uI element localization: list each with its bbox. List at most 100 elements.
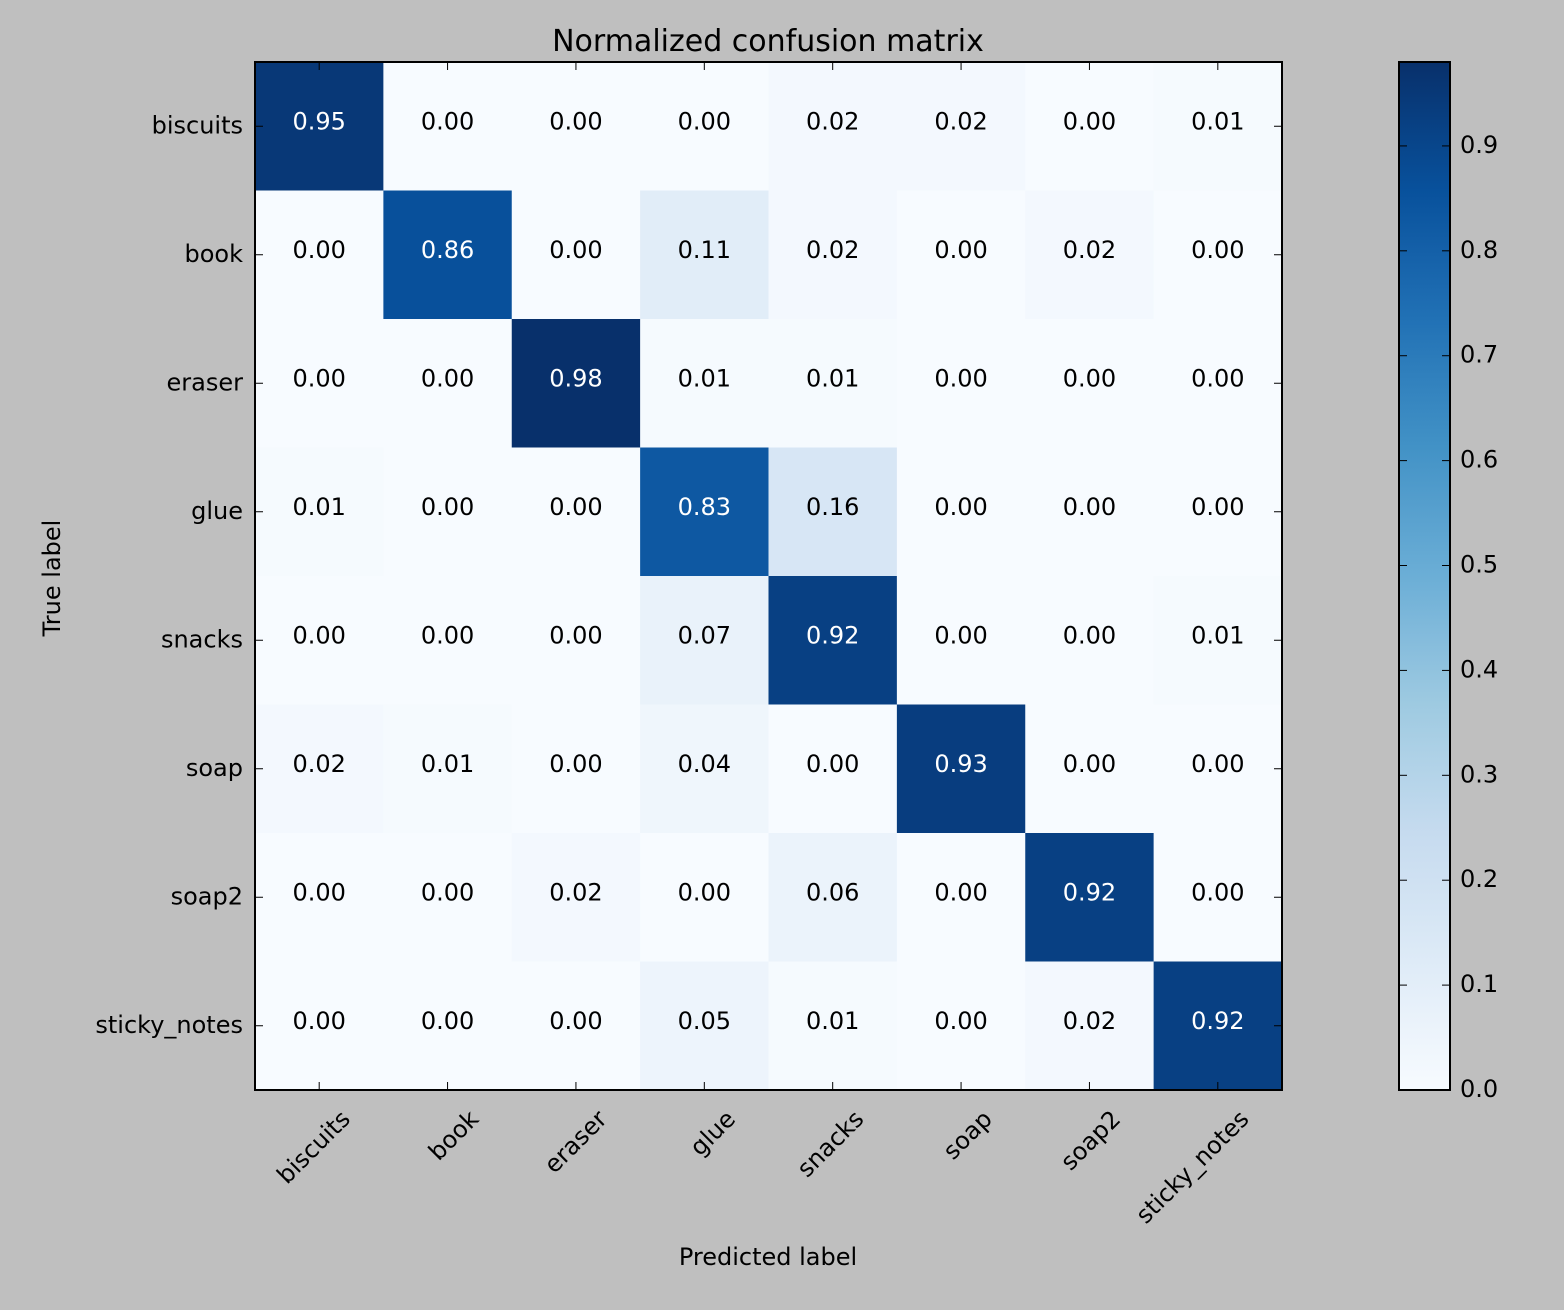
heatmap-cell (383, 447, 513, 577)
heatmap-cell (383, 833, 513, 963)
cell-value-label: 0.83 (678, 493, 731, 521)
heatmap-cell (1025, 704, 1155, 834)
heatmap-cell (1153, 190, 1283, 320)
y-tick-label: soap (186, 754, 243, 782)
cell-value-label: 0.00 (1063, 107, 1116, 135)
heatmap-cell (511, 190, 641, 320)
cell-value-label: 0.01 (678, 364, 731, 392)
heatmap-cell (896, 319, 1026, 449)
cell-value-label: 0.05 (678, 1007, 731, 1035)
cell-value-label: 0.01 (1191, 621, 1244, 649)
colorbar-tick-label: 0.6 (1460, 446, 1498, 474)
heatmap-cell (768, 961, 898, 1091)
heatmap-cell (383, 62, 513, 192)
cell-value-label: 0.92 (1063, 878, 1116, 906)
y-tick-label: glue (191, 497, 243, 525)
colorbar-ticks: 0.0 0.1 0.2 0.3 0.4 0.5 0.6 0.7 0.8 0.9 (1399, 131, 1498, 1103)
cell-value-label: 0.98 (549, 364, 602, 392)
heatmap-cell (1025, 190, 1155, 320)
cell-value-label: 0.02 (806, 236, 859, 264)
heatmap-cell (1153, 833, 1283, 963)
cell-value-label: 0.00 (549, 750, 602, 778)
heatmap-cell (1025, 576, 1155, 706)
cell-value-label: 0.02 (934, 107, 987, 135)
heatmap-cell (896, 704, 1026, 834)
cell-value-label: 0.01 (806, 1007, 859, 1035)
cell-value-label: 0.02 (1063, 236, 1116, 264)
heatmap-cell (640, 833, 770, 963)
cell-value-label: 0.00 (421, 878, 474, 906)
heatmap-cell (640, 704, 770, 834)
cell-value-label: 0.86 (421, 236, 474, 264)
heatmap-cells (255, 62, 1283, 1091)
heatmap-cell (1025, 319, 1155, 449)
colorbar-tick-label: 0.9 (1460, 131, 1498, 159)
heatmap-cell (1025, 62, 1155, 192)
x-tick-label: soap (938, 1105, 998, 1165)
cell-value-label: 0.00 (678, 107, 731, 135)
cell-value-label: 0.16 (806, 493, 859, 521)
cell-value-label: 0.00 (549, 1007, 602, 1035)
cell-value-label: 0.92 (1191, 1007, 1244, 1035)
heatmap-cell (896, 833, 1026, 963)
heatmap-cell (768, 704, 898, 834)
heatmap-cell (255, 833, 384, 963)
cell-value-label: 0.00 (421, 364, 474, 392)
cell-value-label: 0.00 (1191, 878, 1244, 906)
heatmap-cell (640, 576, 770, 706)
cell-value-label: 0.00 (1063, 364, 1116, 392)
heatmap-cell (511, 704, 641, 834)
x-tick-label: eraser (539, 1105, 613, 1179)
heatmap-cell (383, 190, 513, 320)
heatmap-cell (768, 447, 898, 577)
heatmap-cell (1153, 319, 1283, 449)
cell-value-label: 0.06 (806, 878, 859, 906)
y-tick-label: snacks (161, 625, 243, 653)
colorbar-tick-label: 0.0 (1460, 1075, 1498, 1103)
heatmap-cell (768, 576, 898, 706)
heatmap-cell (255, 319, 384, 449)
heatmap-cell (640, 190, 770, 320)
heatmap-cell (255, 961, 384, 1091)
cell-value-label: 0.00 (934, 878, 987, 906)
heatmap-cell (383, 319, 513, 449)
heatmap-cell (640, 62, 770, 192)
heatmap-cell-labels: 0.95 0.00 0.00 0.00 0.02 0.02 0.00 0.01 0.00 0.86… (292, 107, 1244, 1035)
heatmap-cell (1153, 704, 1283, 834)
heatmap-cell (255, 447, 384, 577)
cell-value-label: 0.00 (421, 493, 474, 521)
colorbar-tick-label: 0.1 (1460, 970, 1498, 998)
heatmap-cell (1153, 447, 1283, 577)
heatmap-cell (511, 319, 641, 449)
cell-value-label: 0.01 (421, 750, 474, 778)
heatmap-cell (383, 576, 513, 706)
cell-value-label: 0.00 (934, 493, 987, 521)
cell-value-label: 0.02 (806, 107, 859, 135)
heatmap-cell (1025, 961, 1155, 1091)
cell-value-label: 0.00 (1191, 750, 1244, 778)
heatmap-cell (383, 961, 513, 1091)
heatmap-cell (896, 447, 1026, 577)
heatmap-cell (511, 961, 641, 1091)
cell-value-label: 0.00 (806, 750, 859, 778)
colorbar-tick-label: 0.8 (1460, 236, 1498, 264)
y-tick-label: soap2 (171, 882, 243, 910)
heatmap-cell (896, 62, 1026, 192)
y-axis-ticks: biscuits book eraser glue snacks soap soap2 sti… (95, 111, 1282, 1039)
cell-value-label: 0.11 (678, 236, 731, 264)
cell-value-label: 0.00 (292, 364, 345, 392)
cell-value-label: 0.01 (292, 493, 345, 521)
colorbar-tick-label: 0.5 (1460, 551, 1498, 579)
cell-value-label: 0.01 (806, 364, 859, 392)
cell-value-label: 0.00 (421, 621, 474, 649)
cell-value-label: 0.00 (549, 493, 602, 521)
heatmap-cell (255, 190, 384, 320)
heatmap-cell (768, 190, 898, 320)
heatmap-cell (768, 833, 898, 963)
colorbar-frame (1398, 61, 1451, 1091)
heatmap-cell (1153, 62, 1283, 192)
cell-value-label: 0.07 (678, 621, 731, 649)
heatmap-cell (511, 62, 641, 192)
x-tick-label: glue (685, 1105, 741, 1161)
